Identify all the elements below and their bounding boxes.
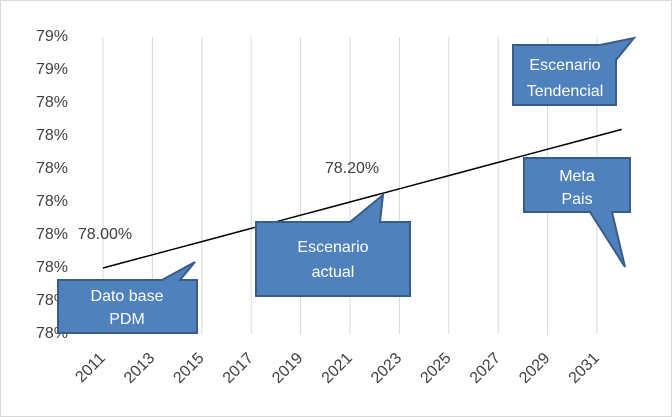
y-tick-label: 78% [36,226,68,243]
data-label: 78.00% [78,226,132,243]
callout-dato-base: Dato base PDM [57,261,198,334]
y-tick-label: 78% [36,160,68,177]
callout-escenario-actual: Escenario actual [255,192,411,297]
y-tick-label: 78% [36,127,68,144]
annotation: PDM [109,311,145,328]
annotation: Escenario [529,57,600,74]
callout-meta-pais: Meta Pais [523,157,631,268]
annotation: Pais [561,191,592,208]
y-tick-label: 79% [36,61,68,78]
y-tick-label: 78% [36,193,68,210]
callout-escenario-tendencial: Escenario Tendencial [512,36,637,106]
y-tick-label: 78% [36,94,68,111]
annotation: Meta [559,168,595,185]
y-tick-label: 78% [36,259,68,276]
annotation: Dato base [91,288,164,305]
annotation: actual [312,264,355,281]
annotation: Escenario [297,239,368,256]
data-label: 78.20% [325,160,379,177]
annotation: Tendencial [527,83,604,100]
y-tick-label: 79% [36,28,68,45]
line [102,128,622,269]
